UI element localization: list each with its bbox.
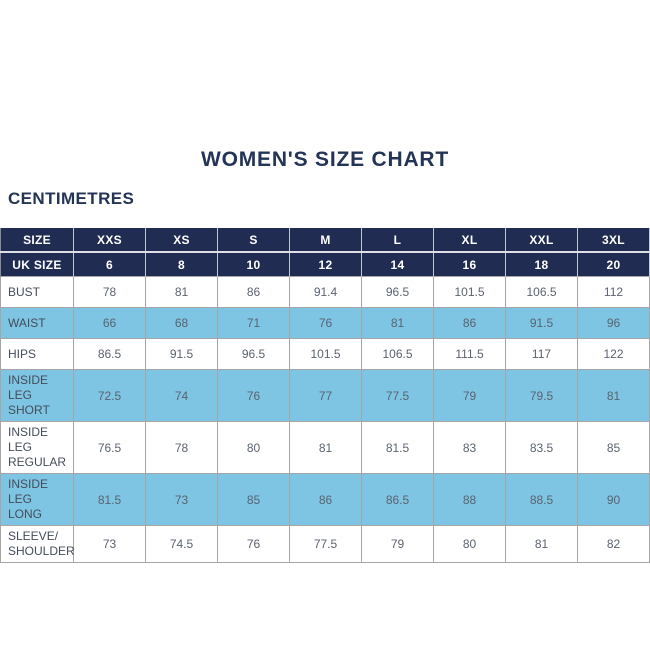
measurement-label: HIPS bbox=[0, 338, 74, 370]
column-header-xxl: XXL bbox=[505, 228, 578, 253]
measurement-value: 81 bbox=[577, 369, 650, 422]
measurement-value: 111.5 bbox=[433, 338, 506, 370]
measurement-value: 122 bbox=[577, 338, 650, 370]
measurement-value: 96.5 bbox=[361, 276, 434, 308]
measurement-value: 80 bbox=[433, 525, 506, 563]
measurement-value: 77.5 bbox=[361, 369, 434, 422]
measurement-value: 96 bbox=[577, 307, 650, 339]
measurement-row: HIPS 86.5 91.5 96.5 101.5 106.5 111.5 117 122 bbox=[0, 338, 650, 370]
measurement-value: 86 bbox=[289, 473, 362, 526]
measurement-value: 73 bbox=[145, 473, 218, 526]
measurement-value: 91.4 bbox=[289, 276, 362, 308]
measurement-row: INSIDE LEG REGULAR 76.5 78 80 81 81.5 83 83.5 85 bbox=[0, 421, 650, 474]
measurement-value: 68 bbox=[145, 307, 218, 339]
measurement-value: 72.5 bbox=[73, 369, 146, 422]
column-header-m: M bbox=[289, 228, 362, 253]
measurement-value: 90 bbox=[577, 473, 650, 526]
measurement-value: 88.5 bbox=[505, 473, 578, 526]
measurement-value: 81 bbox=[505, 525, 578, 563]
measurement-value: 101.5 bbox=[433, 276, 506, 308]
measurement-value: 82 bbox=[577, 525, 650, 563]
measurement-value: 78 bbox=[145, 421, 218, 474]
measurement-value: 96.5 bbox=[217, 338, 290, 370]
measurement-row: INSIDE LEG SHORT 72.5 74 76 77 77.5 79 79.5 81 bbox=[0, 369, 650, 422]
measurement-value: 83.5 bbox=[505, 421, 578, 474]
column-header-xxs: XXS bbox=[73, 228, 146, 253]
uk-size-label: UK SIZE bbox=[0, 252, 74, 277]
measurement-value: 73 bbox=[73, 525, 146, 563]
uk-size-value: 20 bbox=[577, 252, 650, 277]
measurement-value: 112 bbox=[577, 276, 650, 308]
measurement-value: 76 bbox=[217, 525, 290, 563]
uk-size-value: 18 bbox=[505, 252, 578, 277]
uk-size-value: 8 bbox=[145, 252, 218, 277]
size-column-header: SIZE bbox=[0, 228, 74, 253]
column-header-l: L bbox=[361, 228, 434, 253]
measurement-value: 74.5 bbox=[145, 525, 218, 563]
measurement-value: 85 bbox=[577, 421, 650, 474]
size-chart-body: BUST 78 81 86 91.4 96.5 101.5 106.5 112 WAIST 66 68… bbox=[0, 276, 650, 563]
measurement-value: 80 bbox=[217, 421, 290, 474]
measurement-value: 86.5 bbox=[73, 338, 146, 370]
measurement-value: 85 bbox=[217, 473, 290, 526]
column-header-xs: XS bbox=[145, 228, 218, 253]
measurement-value: 91.5 bbox=[505, 307, 578, 339]
column-header-xl: XL bbox=[433, 228, 506, 253]
measurement-value: 79 bbox=[361, 525, 434, 563]
uk-size-value: 6 bbox=[73, 252, 146, 277]
measurement-label: BUST bbox=[0, 276, 74, 308]
measurement-value: 86 bbox=[433, 307, 506, 339]
measurement-value: 76.5 bbox=[73, 421, 146, 474]
measurement-value: 71 bbox=[217, 307, 290, 339]
uk-size-value: 12 bbox=[289, 252, 362, 277]
measurement-value: 86 bbox=[217, 276, 290, 308]
measurement-label: WAIST bbox=[0, 307, 74, 339]
measurement-row: SLEEVE/ SHOULDER 73 74.5 76 77.5 79 80 81 82 bbox=[0, 525, 650, 563]
measurement-row: INSIDE LEG LONG 81.5 73 85 86 86.5 88 88.5 90 bbox=[0, 473, 650, 526]
measurement-value: 81.5 bbox=[73, 473, 146, 526]
measurement-value: 81 bbox=[145, 276, 218, 308]
measurement-value: 81 bbox=[361, 307, 434, 339]
measurement-value: 77.5 bbox=[289, 525, 362, 563]
units-label: CENTIMETRES bbox=[8, 189, 135, 208]
measurement-value: 106.5 bbox=[361, 338, 434, 370]
uk-size-value: 16 bbox=[433, 252, 506, 277]
measurement-row: BUST 78 81 86 91.4 96.5 101.5 106.5 112 bbox=[0, 276, 650, 308]
measurement-value: 91.5 bbox=[145, 338, 218, 370]
column-header-3xl: 3XL bbox=[577, 228, 650, 253]
uk-size-header-row: UK SIZE 6 8 10 12 14 16 18 20 bbox=[0, 252, 650, 277]
uk-size-value: 10 bbox=[217, 252, 290, 277]
measurement-value: 117 bbox=[505, 338, 578, 370]
measurement-value: 76 bbox=[217, 369, 290, 422]
measurement-row: WAIST 66 68 71 76 81 86 91.5 96 bbox=[0, 307, 650, 339]
measurement-value: 81 bbox=[289, 421, 362, 474]
measurement-label: INSIDE LEG LONG bbox=[0, 473, 74, 526]
column-header-s: S bbox=[217, 228, 290, 253]
measurement-value: 76 bbox=[289, 307, 362, 339]
size-chart-header: SIZE XXS XS S M L XL XXL 3XL UK SIZE 6 8 10 12 14 16 18… bbox=[0, 228, 650, 277]
measurement-label: SLEEVE/ SHOULDER bbox=[0, 525, 75, 563]
measurement-label: INSIDE LEG SHORT bbox=[0, 369, 74, 422]
size-chart-table: SIZE XXS XS S M L XL XXL 3XL UK SIZE 6 8 10 12 14 16 18… bbox=[0, 228, 650, 563]
measurement-label: INSIDE LEG REGULAR bbox=[0, 421, 74, 474]
measurement-value: 106.5 bbox=[505, 276, 578, 308]
measurement-value: 74 bbox=[145, 369, 218, 422]
uk-size-value: 14 bbox=[361, 252, 434, 277]
page-title: WOMEN'S SIZE CHART bbox=[200, 148, 450, 171]
measurement-value: 83 bbox=[433, 421, 506, 474]
size-header-row: SIZE XXS XS S M L XL XXL 3XL bbox=[0, 228, 650, 253]
measurement-value: 77 bbox=[289, 369, 362, 422]
measurement-value: 86.5 bbox=[361, 473, 434, 526]
measurement-value: 79.5 bbox=[505, 369, 578, 422]
measurement-value: 81.5 bbox=[361, 421, 434, 474]
measurement-value: 78 bbox=[73, 276, 146, 308]
measurement-value: 88 bbox=[433, 473, 506, 526]
measurement-value: 79 bbox=[433, 369, 506, 422]
measurement-value: 66 bbox=[73, 307, 146, 339]
measurement-value: 101.5 bbox=[289, 338, 362, 370]
